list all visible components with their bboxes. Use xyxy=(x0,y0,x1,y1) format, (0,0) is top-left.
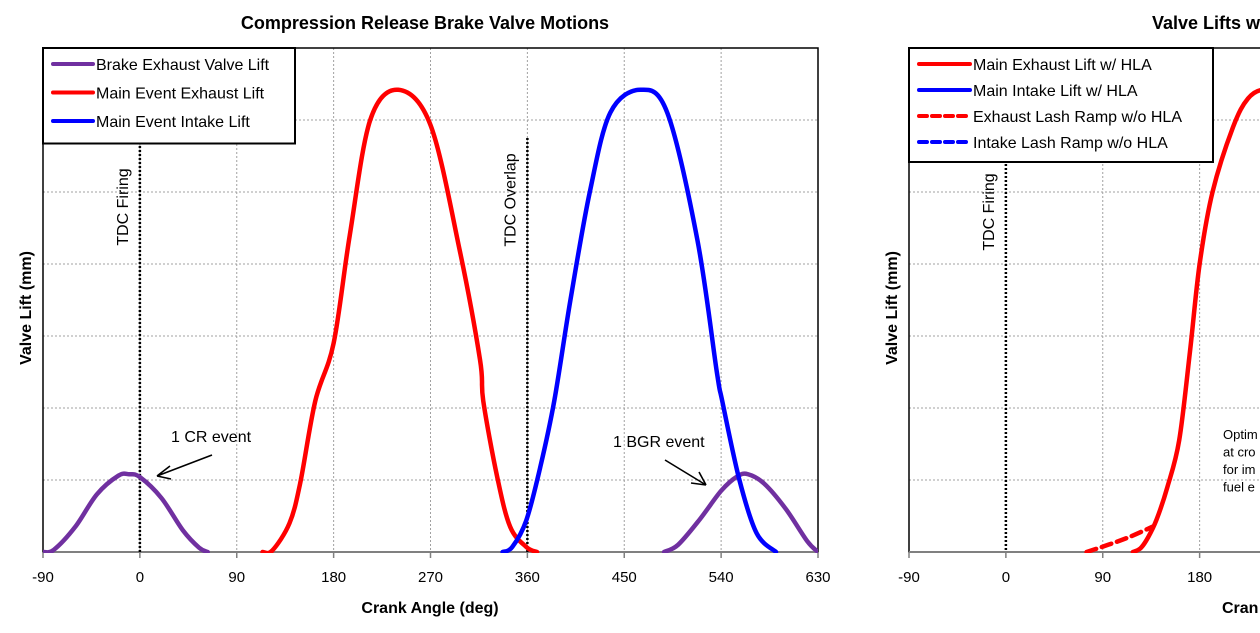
legend-label: Main Exhaust Lift w/ HLA xyxy=(973,57,1152,74)
tdc-label: TDC Firing xyxy=(115,168,132,245)
x-tick-label: -90 xyxy=(32,569,54,586)
x-tick-label: -90 xyxy=(898,569,920,586)
legend-label: Exhaust Lash Ramp w/o HLA xyxy=(973,109,1182,126)
annotation-cr-event: 1 CR event xyxy=(171,429,252,446)
chart-valve-lifts: Valve Lifts w -90 0 90 180 Cran Valve Lift (mm… xyxy=(884,13,1260,617)
annotation-text-line: fuel e xyxy=(1223,480,1255,495)
x-tick-label: 180 xyxy=(1187,569,1212,586)
legend-label: Brake Exhaust Valve Lift xyxy=(96,57,270,74)
annotation-arrow xyxy=(156,454,213,480)
series-group xyxy=(43,87,818,553)
x-axis-label: Cran xyxy=(1222,600,1258,617)
annotation-text-line: Optim xyxy=(1223,427,1258,442)
series-line-main-exhaust-lift-w-hla xyxy=(1130,87,1260,553)
x-tick-label: 360 xyxy=(515,569,540,586)
legend-label: Main Event Exhaust Lift xyxy=(96,86,265,103)
series-line-exhaust-lash-ramp-w-o-hla xyxy=(1084,524,1155,553)
x-tick-label: 630 xyxy=(805,569,830,586)
series-line-main-event-intake-lift xyxy=(500,87,779,553)
tdc-label: TDC Firing xyxy=(981,173,998,250)
x-tick-label: 180 xyxy=(321,569,346,586)
chart-title: Valve Lifts w xyxy=(1152,13,1260,33)
series-group xyxy=(1084,87,1260,553)
x-tick-label: 0 xyxy=(136,569,144,586)
x-tick-label: 270 xyxy=(418,569,443,586)
x-tick-label: 90 xyxy=(1094,569,1111,586)
legend-label: Main Intake Lift w/ HLA xyxy=(973,83,1138,100)
annotation-text-line: for im xyxy=(1223,462,1256,477)
x-tick-label: 450 xyxy=(612,569,637,586)
legend-label: Main Event Intake Lift xyxy=(96,114,250,131)
legend: Brake Exhaust Valve Lift Main Event Exhau… xyxy=(42,47,296,145)
plot-area-frame xyxy=(908,47,1260,553)
chart-title: Compression Release Brake Valve Motions xyxy=(241,13,609,33)
x-axis-label: Crank Angle (deg) xyxy=(361,600,498,617)
y-axis-label: Valve Lift (mm) xyxy=(18,251,35,365)
chart-compression-release: Compression Release Brake Valve Motions -… xyxy=(18,13,831,617)
series-line-brake-exhaust-valve-lift xyxy=(43,471,210,553)
annotation-text-line: at cro xyxy=(1223,445,1256,460)
series-line-main-event-exhaust-lift xyxy=(260,87,540,553)
legend-label: Intake Lash Ramp w/o HLA xyxy=(973,135,1168,152)
x-tick-label: 90 xyxy=(228,569,245,586)
x-tick-label: 540 xyxy=(709,569,734,586)
annotation-bgr-event: 1 BGR event xyxy=(613,434,705,451)
y-axis-label: Valve Lift (mm) xyxy=(884,251,901,365)
tdc-label: TDC Overlap xyxy=(502,153,519,246)
x-tick-label: 0 xyxy=(1002,569,1010,586)
annotation-arrow xyxy=(664,459,707,486)
legend: Main Exhaust Lift w/ HLA Main Intake Lift… xyxy=(908,47,1214,163)
series-line-brake-exhaust-valve-lift xyxy=(661,471,818,553)
